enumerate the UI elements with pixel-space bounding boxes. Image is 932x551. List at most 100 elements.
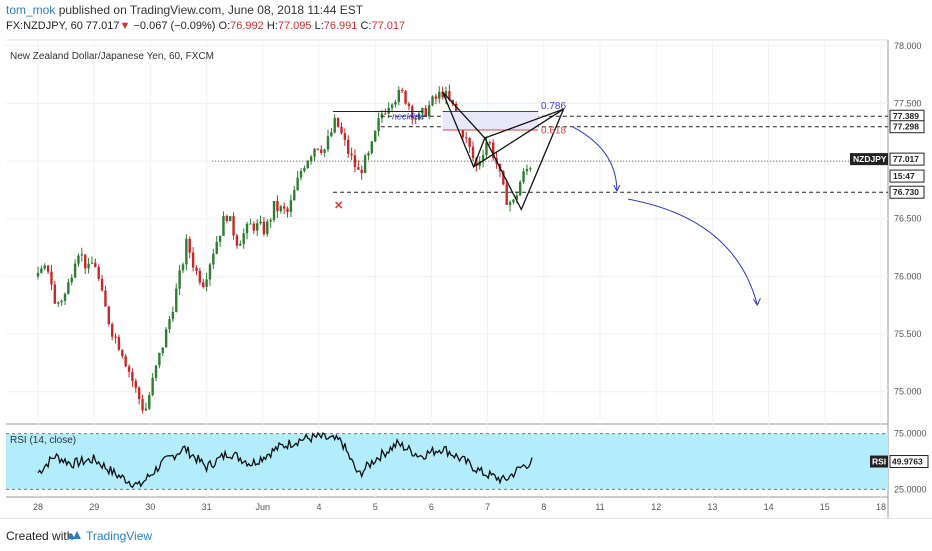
candle-body: [512, 199, 515, 203]
candle-body: [239, 243, 242, 246]
candle-body: [110, 324, 114, 337]
candle-body: [87, 263, 90, 269]
candle-body: [488, 142, 492, 144]
chart-header: tom_mok published on TradingView.com, Ju…: [0, 0, 932, 38]
neckline-label: neckline: [392, 112, 425, 122]
candle-body: [168, 319, 171, 330]
candle-body: [468, 138, 471, 147]
candle-body: [215, 241, 218, 254]
candle-body: [323, 149, 326, 153]
candle-body: [202, 282, 205, 288]
low-value: 76.991: [323, 20, 358, 32]
chart-drawings: neckline 0.786 0.618: [212, 91, 888, 306]
candle-body: [212, 253, 215, 265]
time-tick-label: 12: [651, 502, 661, 512]
rsi-value-tag: [889, 455, 929, 469]
candle-body: [141, 399, 144, 411]
candle-body: [67, 282, 70, 294]
candle-body: [397, 90, 401, 102]
candle-body: [94, 262, 97, 268]
price-tick-label: 76.500: [894, 214, 922, 224]
candle-body: [134, 380, 137, 388]
candle-body: [367, 153, 370, 156]
candle-body: [242, 233, 245, 244]
price-axis[interactable]: 78.00077.50077.00076.50076.00075.50075.0…: [850, 41, 929, 495]
publish-info: tom_mok published on TradingView.com, Ju…: [6, 3, 363, 17]
high-value: 77.095: [277, 20, 312, 32]
candle-body: [522, 171, 525, 183]
ohlc-legend: FX:NZDJPY, 60 77.017▼ −0.067 (−0.09%) O:…: [6, 20, 406, 32]
candle-body: [407, 103, 411, 107]
candle-body: [444, 91, 448, 98]
rsi-tick-label: 75.0000: [894, 429, 927, 439]
candle-body: [309, 156, 313, 162]
candle-body: [326, 136, 330, 150]
candle-body: [508, 202, 512, 205]
time-tick-label: 30: [145, 502, 155, 512]
price-tick-label: 76.000: [894, 271, 922, 281]
candle-body: [502, 171, 505, 185]
candle-body: [400, 90, 404, 92]
candle-body: [485, 142, 488, 156]
cross-marker-icon: [335, 201, 343, 209]
candle-body: [46, 265, 50, 272]
candle-body: [279, 206, 282, 212]
rsi-tag-label: RSI: [872, 457, 886, 467]
candle-body: [357, 167, 360, 170]
symbol-tag-label: NZDJPY: [853, 154, 887, 164]
time-tick-label: 6: [429, 502, 434, 512]
candle-body: [107, 306, 111, 325]
symbol-label: FX:NZDJPY, 60: [6, 20, 83, 32]
price-tick-label: 78.000: [894, 41, 922, 51]
candle-body: [434, 96, 438, 99]
candle-body: [336, 117, 340, 127]
symbol-tag: [850, 153, 888, 166]
author-link[interactable]: tom_mok: [6, 3, 56, 17]
candle-body: [100, 278, 104, 291]
candle-body: [333, 117, 336, 133]
candle-body: [104, 290, 107, 307]
candle-body: [330, 132, 333, 137]
candle-body: [36, 272, 40, 277]
candle-body: [320, 149, 323, 153]
candle-body: [188, 238, 191, 253]
candle-body: [343, 133, 347, 140]
time-tick-label: 8: [541, 502, 546, 512]
candle-body: [384, 113, 387, 115]
price-tag-value: 77.017: [893, 154, 919, 164]
time-tick-label: 28: [33, 502, 43, 512]
rsi-panel[interactable]: [6, 431, 888, 490]
candle-body: [127, 366, 131, 372]
candle-body: [151, 377, 154, 395]
fib-618-label: 0.618: [541, 125, 566, 136]
tradingview-brand[interactable]: TradingView: [86, 529, 153, 543]
candle-body: [90, 262, 94, 264]
price-tag-value: 15:47: [893, 171, 915, 181]
candle-body: [421, 107, 424, 114]
arrow-head: [752, 298, 761, 306]
candle-body: [471, 146, 475, 159]
candle-body: [218, 235, 222, 242]
harmonic-leg: [442, 91, 486, 139]
candle-body: [360, 169, 363, 174]
time-axis[interactable]: 28 29 30 31 Jun 4 5 6 7 8 11 12 13 14 15 18: [33, 502, 886, 512]
candle-body: [195, 267, 198, 271]
candle-body: [276, 200, 279, 212]
candle-body: [198, 270, 202, 283]
candle-body: [525, 169, 529, 172]
candle-body: [114, 336, 117, 338]
candle-body: [515, 195, 519, 200]
price-tag: [889, 152, 925, 166]
candle-body: [481, 155, 485, 162]
candle-body: [84, 254, 87, 269]
candle-body: [63, 293, 67, 301]
candle-body: [259, 221, 262, 224]
projection-arrow: [571, 126, 618, 192]
price-tag: [889, 120, 925, 134]
candlestick-series: [36, 84, 532, 414]
price-tag-value: 77.298: [893, 122, 919, 132]
candle-body: [225, 215, 229, 222]
candle-body: [272, 200, 276, 220]
tradingview-logo-icon[interactable]: [66, 528, 82, 542]
